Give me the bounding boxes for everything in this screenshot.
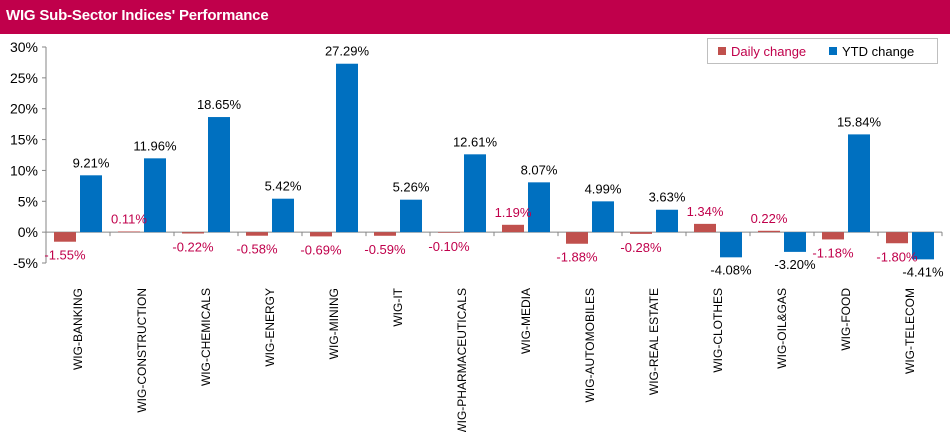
y-tick-label: -5% bbox=[13, 255, 38, 271]
data-label-ytd: 3.63% bbox=[649, 190, 686, 205]
data-label-daily: -0.69% bbox=[300, 242, 342, 257]
data-label-ytd: -4.08% bbox=[710, 262, 752, 277]
category-label: WIG-REAL ESTATE bbox=[647, 288, 661, 395]
data-label-daily: 1.19% bbox=[495, 205, 532, 220]
y-tick-label: 10% bbox=[10, 162, 38, 178]
bar-ytd-change bbox=[80, 175, 102, 233]
data-label-ytd: -3.20% bbox=[774, 257, 816, 272]
bar-ytd-change bbox=[464, 154, 486, 233]
data-label-daily: -1.55% bbox=[44, 248, 86, 263]
bar-daily-change bbox=[822, 232, 844, 240]
data-label-ytd: -4.41% bbox=[902, 264, 944, 279]
bar-ytd-change bbox=[336, 63, 358, 233]
bar-ytd-change bbox=[528, 182, 550, 233]
bar-daily-change bbox=[630, 232, 652, 234]
bar-ytd-change bbox=[848, 134, 870, 233]
data-label-daily: -1.18% bbox=[812, 245, 854, 260]
data-label-ytd: 4.99% bbox=[585, 181, 622, 196]
category-label: WIG-PHARMACEUTICALS bbox=[455, 288, 469, 432]
category-label: WIG-FOOD bbox=[839, 288, 853, 351]
bar-daily-change bbox=[502, 224, 524, 233]
category-label: WIG-MINING bbox=[327, 288, 341, 359]
y-tick-label: 30% bbox=[10, 39, 38, 55]
legend-label-ytd: YTD change bbox=[842, 43, 915, 59]
bar-daily-change bbox=[758, 230, 780, 233]
bar-ytd-change bbox=[272, 198, 294, 233]
category-label: WIG-OIL&GAS bbox=[775, 288, 789, 369]
y-tick-label: 25% bbox=[10, 70, 38, 86]
category-label: WIG-ENERGY bbox=[263, 288, 277, 367]
data-label-ytd: 11.96% bbox=[133, 138, 177, 153]
bar-ytd-change bbox=[208, 117, 230, 233]
bar-daily-change bbox=[310, 232, 332, 237]
bar-ytd-change bbox=[656, 209, 678, 233]
data-label-daily: -0.10% bbox=[428, 239, 470, 254]
chart-legend: Daily change YTD change bbox=[707, 38, 938, 64]
bar-daily-change bbox=[438, 232, 460, 233]
category-label: WIG-CONSTRUCTION bbox=[135, 288, 149, 413]
y-tick-label: 15% bbox=[10, 132, 38, 148]
y-tick-label: 20% bbox=[10, 101, 38, 117]
chart-title: WIG Sub-Sector Indices' Performance bbox=[6, 7, 269, 24]
data-label-ytd: 12.61% bbox=[453, 134, 498, 149]
y-tick-label: 5% bbox=[18, 193, 38, 209]
data-label-ytd: 5.42% bbox=[265, 179, 302, 194]
bar-daily-change bbox=[246, 232, 268, 236]
legend-item-daily: Daily change bbox=[718, 43, 806, 59]
bar-daily-change bbox=[182, 232, 204, 234]
bar-daily-change bbox=[374, 232, 396, 236]
bar-daily-change bbox=[694, 223, 716, 233]
bar-ytd-change bbox=[912, 232, 934, 260]
data-label-daily: -0.22% bbox=[172, 240, 214, 255]
category-label: WIG-MEDIA bbox=[519, 288, 533, 354]
data-label-daily: -0.59% bbox=[364, 242, 406, 257]
bar-daily-change bbox=[886, 232, 908, 244]
category-label: WIG-CLOTHES bbox=[711, 288, 725, 373]
data-label-ytd: 27.29% bbox=[325, 44, 370, 59]
bar-daily-change bbox=[566, 232, 588, 244]
data-label-daily: -0.28% bbox=[620, 240, 662, 255]
bar-chart: -5% 0% 5% 10% 15% 20% 25% 30% -1.55% 9.21% WIG-BAN… bbox=[10, 39, 944, 432]
data-label-daily: -0.58% bbox=[236, 242, 278, 257]
category-label: WIG-CHEMICALS bbox=[199, 288, 213, 386]
y-tick-label: 0% bbox=[18, 224, 38, 240]
legend-swatch-daily bbox=[718, 47, 726, 55]
bar-ytd-change bbox=[720, 232, 742, 258]
category-label: WIG-BANKING bbox=[71, 288, 85, 370]
category-label: WIG-AUTOMOBILES bbox=[583, 288, 597, 402]
data-label-daily: -1.88% bbox=[556, 250, 598, 265]
data-label-ytd: 5.26% bbox=[393, 180, 430, 195]
data-label-ytd: 8.07% bbox=[521, 162, 558, 177]
legend-label-daily: Daily change bbox=[731, 43, 807, 59]
bar-daily-change bbox=[54, 232, 76, 242]
data-label-daily: 1.34% bbox=[687, 204, 724, 219]
chart-header: WIG Sub-Sector Indices' Performance bbox=[0, 0, 950, 34]
legend-swatch-ytd bbox=[829, 47, 837, 55]
data-label-ytd: 15.84% bbox=[837, 114, 882, 129]
legend-item-ytd: YTD change bbox=[829, 43, 914, 59]
category-label: WIG-TELECOM bbox=[903, 288, 917, 374]
data-label-ytd: 9.21% bbox=[73, 155, 110, 170]
bar-ytd-change bbox=[144, 158, 166, 233]
data-label-daily: -1.80% bbox=[876, 249, 918, 264]
category-label: WIG-IT bbox=[391, 287, 405, 326]
bar-ytd-change bbox=[784, 232, 806, 252]
data-label-daily: 0.11% bbox=[111, 211, 147, 226]
bar-ytd-change bbox=[592, 201, 614, 233]
bar-ytd-change bbox=[400, 199, 422, 233]
bar-daily-change bbox=[118, 231, 140, 233]
data-label-daily: 0.22% bbox=[751, 211, 788, 226]
data-label-ytd: 18.65% bbox=[197, 97, 242, 112]
